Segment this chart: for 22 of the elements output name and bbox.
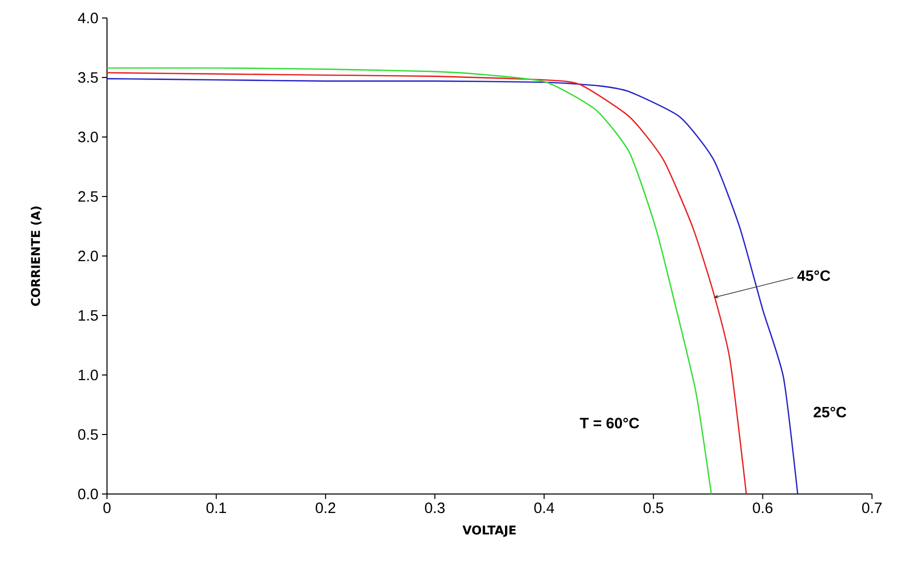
x-axis-title: VOLTAJE	[462, 526, 516, 537]
y-axis-title: CORRIENTE (A)	[30, 206, 42, 306]
y-tick-label: 2.5	[78, 191, 98, 202]
x-tick-label: 0	[103, 502, 111, 514]
y-tick-label: 1.0	[78, 370, 98, 380]
x-tick-label: 0.2	[316, 502, 336, 514]
y-tick-label: 1.5	[78, 310, 98, 321]
x-tick-label: 0.3	[425, 502, 445, 514]
x-tick-label: 0.4	[534, 502, 554, 514]
annotation: T = 60°C	[580, 418, 640, 428]
y-tick-label: 4.0	[78, 12, 98, 24]
y-tick-label: 3.0	[78, 132, 98, 142]
y-tick-label: 0.0	[78, 488, 98, 500]
annotation: 25°C	[814, 406, 846, 418]
x-tick-label: 0.7	[862, 502, 882, 514]
annotation: 45°C	[797, 270, 830, 281]
x-tick-label: 0.5	[644, 502, 664, 514]
x-tick-label: 0.1	[206, 502, 226, 514]
y-tick-label: 0.5	[78, 429, 98, 440]
y-tick-label: 2.0	[78, 250, 98, 262]
y-tick-label: 3.5	[78, 72, 98, 83]
x-tick-label: 0.6	[752, 502, 772, 514]
